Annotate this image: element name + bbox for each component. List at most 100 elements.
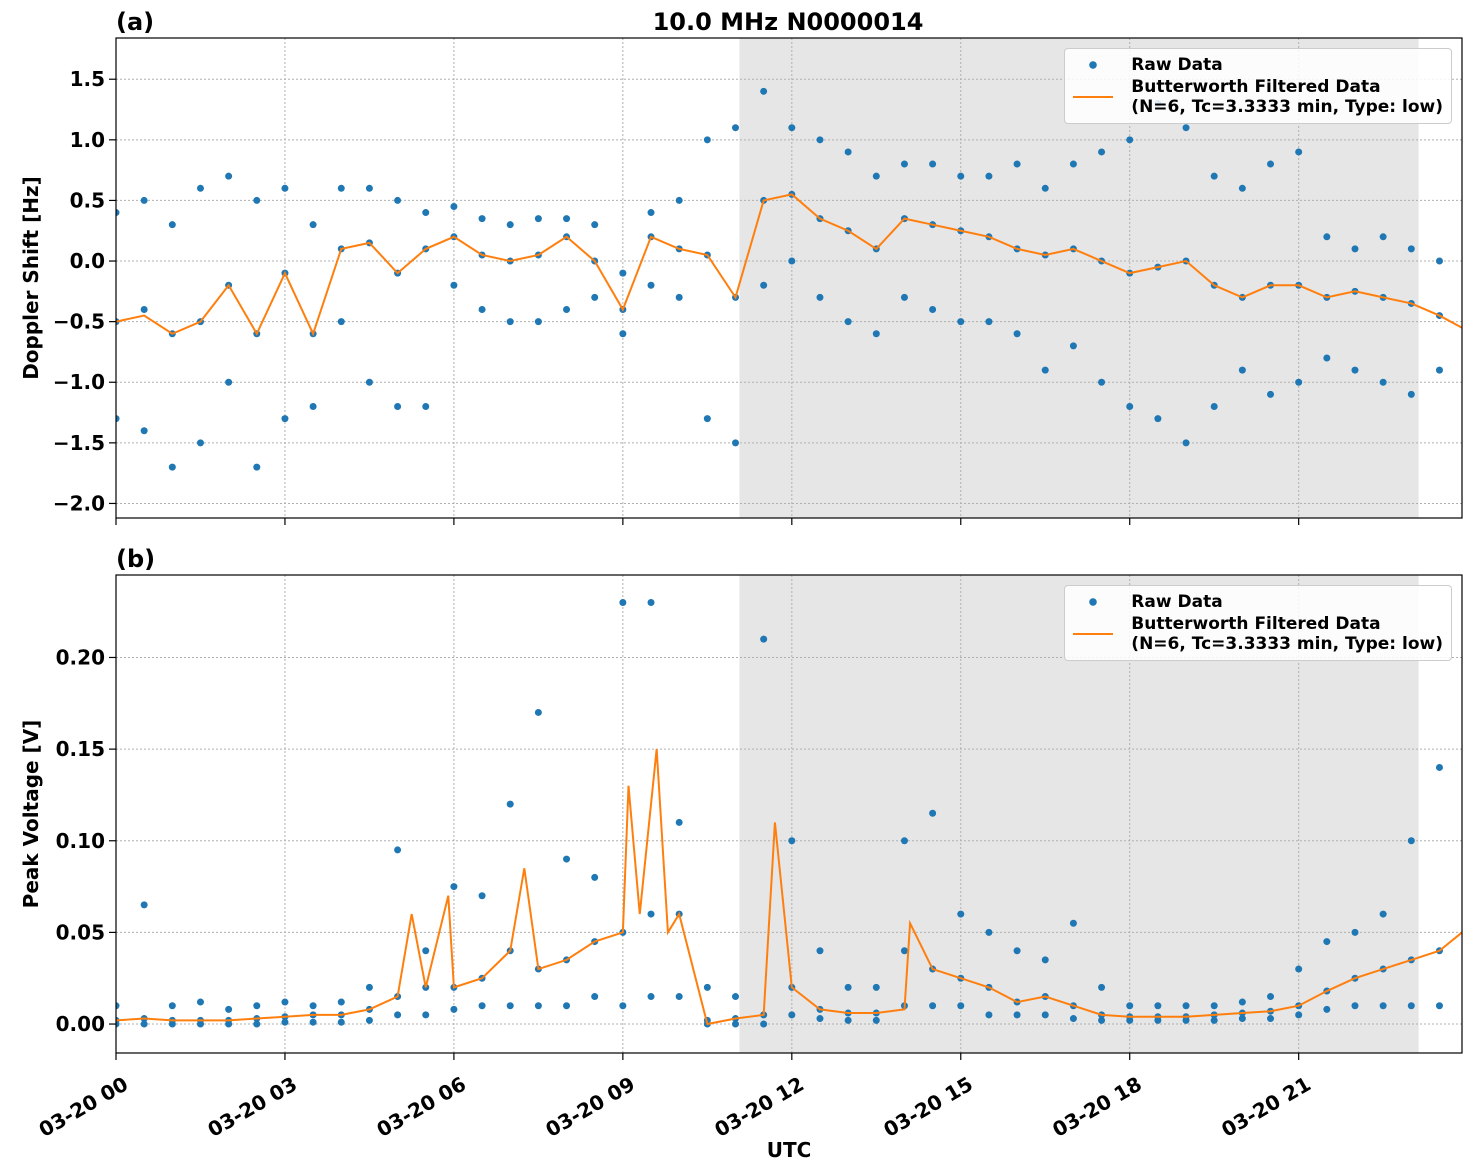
- raw-point: [591, 221, 599, 229]
- raw-point: [703, 983, 711, 991]
- raw-point: [760, 281, 768, 289]
- raw-point: [1323, 233, 1331, 241]
- raw-point: [1069, 919, 1077, 927]
- raw-point: [140, 1020, 148, 1028]
- raw-point: [1154, 415, 1162, 423]
- raw-point: [788, 257, 796, 265]
- y-axis-label: Peak Voltage [V]: [19, 720, 43, 909]
- raw-point: [140, 427, 148, 435]
- raw-point: [788, 837, 796, 845]
- raw-point: [1435, 257, 1443, 265]
- raw-point: [788, 124, 796, 132]
- legend: Raw Data Butterworth Filtered Data (N=6, …: [1064, 48, 1452, 124]
- raw-point: [703, 415, 711, 423]
- raw-point: [116, 209, 120, 217]
- raw-point: [1323, 354, 1331, 362]
- raw-point: [985, 318, 993, 326]
- raw-point: [422, 947, 430, 955]
- raw-point: [1041, 366, 1049, 374]
- raw-point: [675, 293, 683, 301]
- raw-point: [591, 993, 599, 1001]
- raw-point: [478, 215, 486, 223]
- raw-point: [1126, 1002, 1134, 1010]
- raw-point: [957, 318, 965, 326]
- filtered-line: [116, 193, 1462, 337]
- raw-point: [140, 901, 148, 909]
- raw-point: [1295, 965, 1303, 973]
- raw-point: [957, 172, 965, 180]
- x-tick-label: 03-20 09: [541, 1072, 639, 1142]
- y-tick-label: −2.0: [53, 491, 105, 515]
- raw-point: [760, 635, 768, 643]
- y-tick-label: 0.5: [70, 188, 105, 212]
- raw-point: [619, 1002, 627, 1010]
- raw-point: [816, 293, 824, 301]
- raw-point: [1238, 998, 1246, 1006]
- y-tick-label: 0.20: [56, 645, 105, 669]
- raw-point: [816, 947, 824, 955]
- raw-point: [1435, 1002, 1443, 1010]
- axes-frame: [115, 574, 1463, 1054]
- raw-point: [647, 281, 655, 289]
- legend-entry: Raw Data: [1073, 55, 1443, 75]
- raw-point: [168, 1002, 176, 1010]
- raw-point: [478, 306, 486, 314]
- raw-point: [365, 184, 373, 192]
- y-tick-label: −1.0: [53, 370, 105, 394]
- raw-point: [225, 1005, 233, 1013]
- raw-point: [422, 1011, 430, 1019]
- raw-point: [140, 306, 148, 314]
- raw-point: [647, 910, 655, 918]
- y-tick-label: 1.5: [70, 67, 105, 91]
- raw-point: [1351, 366, 1359, 374]
- raw-point: [337, 318, 345, 326]
- raw-point: [1098, 378, 1106, 386]
- legend: Raw Data Butterworth Filtered Data (N=6, …: [1064, 585, 1452, 661]
- raw-point: [1069, 342, 1077, 350]
- raw-point: [760, 87, 768, 95]
- raw-point: [816, 136, 824, 144]
- raw-point: [1013, 330, 1021, 338]
- raw-point: [1267, 390, 1275, 398]
- raw-point: [116, 415, 120, 423]
- raw-point: [816, 1015, 824, 1023]
- raw-point: [563, 855, 571, 863]
- raw-point: [1182, 439, 1190, 447]
- raw-point: [929, 1002, 937, 1010]
- raw-point: [422, 402, 430, 410]
- raw-point: [1210, 172, 1218, 180]
- raw-point: [225, 172, 233, 180]
- raw-point: [116, 1002, 120, 1010]
- raw-point: [506, 800, 514, 808]
- chart-title: 10.0 MHz N0000014: [653, 8, 924, 36]
- raw-point: [1182, 1002, 1190, 1010]
- raw-point: [196, 184, 204, 192]
- raw-point: [168, 463, 176, 471]
- raw-point: [394, 846, 402, 854]
- raw-point: [872, 983, 880, 991]
- raw-point: [394, 1011, 402, 1019]
- raw-point: [1267, 1015, 1275, 1023]
- raw-point: [337, 998, 345, 1006]
- legend-entry: Raw Data: [1073, 592, 1443, 612]
- raw-point: [1379, 910, 1387, 918]
- raw-point: [1379, 1002, 1387, 1010]
- raw-point: [1407, 837, 1415, 845]
- raw-point: [365, 378, 373, 386]
- raw-point: [788, 1011, 796, 1019]
- raw-point: [985, 172, 993, 180]
- raw-point: [1351, 245, 1359, 253]
- raw-point: [647, 598, 655, 606]
- raw-point: [900, 947, 908, 955]
- raw-point: [337, 1018, 345, 1026]
- raw-point: [929, 306, 937, 314]
- raw-point: [450, 281, 458, 289]
- legend-key: [1073, 55, 1114, 75]
- raw-point: [1351, 928, 1359, 936]
- y-tick-label: −1.5: [53, 431, 105, 455]
- legend-label: Raw Data: [1131, 55, 1223, 75]
- raw-point: [506, 318, 514, 326]
- raw-point: [1210, 1016, 1218, 1024]
- raw-point: [253, 1002, 261, 1010]
